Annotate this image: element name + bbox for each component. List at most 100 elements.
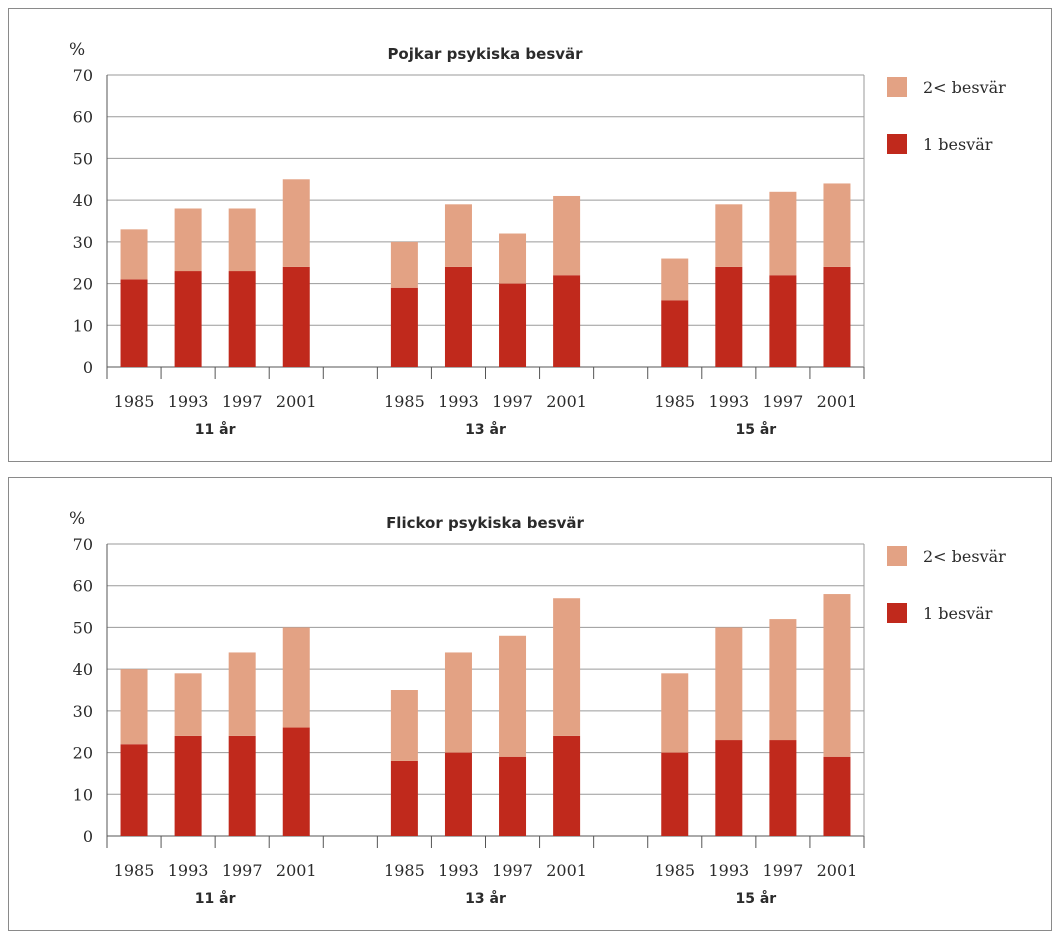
x-tick-label: 1993 xyxy=(438,392,479,411)
legend-label: 2< besvär xyxy=(923,78,1006,97)
bar-segment-two-plus-complaints xyxy=(282,627,310,728)
x-tick-label: 1993 xyxy=(168,861,209,880)
y-tick-label: 10 xyxy=(73,785,93,804)
bar-segment-two-plus-complaints xyxy=(553,598,581,736)
bar-segment-one-complaint xyxy=(174,735,202,836)
bar-segment-one-complaint xyxy=(444,752,472,836)
y-tick-label: 0 xyxy=(83,827,93,846)
bar-segment-one-complaint xyxy=(390,760,418,836)
x-tick-label: 1997 xyxy=(763,861,804,880)
bar-segment-two-plus-complaints xyxy=(823,594,851,757)
y-tick-label: 40 xyxy=(73,660,93,679)
bar-segment-two-plus-complaints xyxy=(282,179,310,267)
age-group-label: 11 år xyxy=(195,421,236,438)
bar-segment-one-complaint xyxy=(661,300,689,367)
x-tick-label: 1997 xyxy=(492,392,533,411)
girls-stacked-bar-chart: 0 10 20 30 40 50 60 70% Flickor psykiska besvär 1… xyxy=(69,509,1006,907)
bar-segment-one-complaint xyxy=(823,756,851,836)
x-tick-label: 1993 xyxy=(708,392,749,411)
y-unit-label: % xyxy=(69,40,85,60)
bar-segment-one-complaint xyxy=(390,287,418,367)
bar-segment-two-plus-complaints xyxy=(444,204,472,267)
x-tick-label: 1993 xyxy=(708,861,749,880)
x-tick-label: 1993 xyxy=(168,392,209,411)
bar-segment-two-plus-complaints xyxy=(390,690,418,761)
bar-segment-two-plus-complaints xyxy=(174,673,202,736)
chart-title: Pojkar psykiska besvär xyxy=(387,45,583,63)
y-tick-label: 0 xyxy=(83,358,93,377)
legend-swatch xyxy=(887,603,907,623)
x-tick-label: 1985 xyxy=(114,861,155,880)
y-tick-label: 50 xyxy=(73,618,93,637)
legend-label: 1 besvär xyxy=(923,135,993,154)
y-tick-label: 40 xyxy=(73,191,93,210)
x-tick-label: 1985 xyxy=(114,392,155,411)
x-tick-label: 2001 xyxy=(817,392,858,411)
x-tick-label: 1997 xyxy=(222,861,263,880)
bar-segment-one-complaint xyxy=(444,266,472,367)
x-tick-label: 1985 xyxy=(654,861,695,880)
bar-segment-two-plus-complaints xyxy=(120,229,148,280)
bar-segment-one-complaint xyxy=(120,279,148,367)
x-tick-label: 2001 xyxy=(546,392,587,411)
bar-segment-two-plus-complaints xyxy=(499,635,527,757)
bar-segment-two-plus-complaints xyxy=(444,652,472,753)
bar-segment-two-plus-complaints xyxy=(120,669,148,745)
x-tick-label: 2001 xyxy=(817,861,858,880)
bar-segment-one-complaint xyxy=(715,740,743,836)
age-group-label: 13 år xyxy=(465,421,506,438)
age-group-label: 11 år xyxy=(195,890,236,907)
bar-segment-one-complaint xyxy=(823,266,851,367)
chart-title: Flickor psykiska besvär xyxy=(386,514,584,532)
bar-segment-two-plus-complaints xyxy=(228,208,256,272)
x-tick-label: 1985 xyxy=(384,861,425,880)
x-tick-label: 1997 xyxy=(222,392,263,411)
bar-segment-one-complaint xyxy=(769,740,797,836)
bar-segment-two-plus-complaints xyxy=(715,627,743,741)
bar-segment-two-plus-complaints xyxy=(823,183,851,267)
bar-segment-two-plus-complaints xyxy=(715,204,743,267)
y-tick-label: 20 xyxy=(73,744,93,763)
y-tick-label: 60 xyxy=(73,577,93,596)
bar-segment-two-plus-complaints xyxy=(769,191,797,276)
bar-segment-two-plus-complaints xyxy=(390,241,418,288)
bar-segment-one-complaint xyxy=(282,266,310,367)
y-tick-label: 50 xyxy=(73,149,93,168)
age-group-label: 15 år xyxy=(735,421,776,438)
y-tick-label: 20 xyxy=(73,275,93,294)
x-tick-label: 1997 xyxy=(763,392,804,411)
bar-segment-two-plus-complaints xyxy=(499,233,527,284)
bar-segment-one-complaint xyxy=(499,283,527,367)
x-tick-label: 1993 xyxy=(438,861,479,880)
legend-label: 2< besvär xyxy=(923,547,1006,566)
bar-segment-one-complaint xyxy=(553,275,581,367)
bar-segment-one-complaint xyxy=(499,756,527,836)
chart-panel-boys: 0 10 20 30 40 50 60 70% Pojkar psykiska besvär 19… xyxy=(8,8,1052,462)
bar-segment-one-complaint xyxy=(228,271,256,367)
bar-segment-two-plus-complaints xyxy=(228,652,256,736)
chart-panel-girls: 0 10 20 30 40 50 60 70% Flickor psykiska besvär 1… xyxy=(8,477,1052,931)
x-tick-label: 2001 xyxy=(276,392,317,411)
bar-segment-one-complaint xyxy=(282,727,310,836)
x-tick-label: 1985 xyxy=(384,392,425,411)
bar-segment-one-complaint xyxy=(120,744,148,836)
bar-segment-two-plus-complaints xyxy=(174,208,202,272)
y-tick-label: 10 xyxy=(73,316,93,335)
x-tick-label: 1997 xyxy=(492,861,533,880)
bar-segment-two-plus-complaints xyxy=(661,673,689,753)
x-tick-label: 1985 xyxy=(654,392,695,411)
bar-segment-one-complaint xyxy=(174,271,202,367)
bar-segment-one-complaint xyxy=(715,266,743,367)
bar-segment-one-complaint xyxy=(553,735,581,836)
boys-stacked-bar-chart: 0 10 20 30 40 50 60 70% Pojkar psykiska besvär 19… xyxy=(69,40,1006,438)
bar-segment-one-complaint xyxy=(228,735,256,836)
bar-segment-one-complaint xyxy=(769,275,797,367)
age-group-label: 13 år xyxy=(465,890,506,907)
x-tick-label: 2001 xyxy=(546,861,587,880)
x-tick-label: 2001 xyxy=(276,861,317,880)
y-tick-label: 30 xyxy=(73,702,93,721)
legend-swatch xyxy=(887,546,907,566)
bar-segment-two-plus-complaints xyxy=(661,258,689,301)
legend-swatch xyxy=(887,134,907,154)
legend-label: 1 besvär xyxy=(923,604,993,623)
